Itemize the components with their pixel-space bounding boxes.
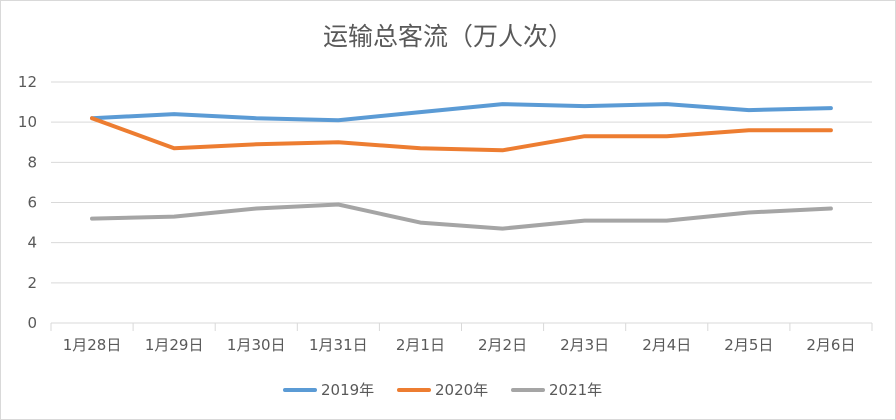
legend-label: 2021年 bbox=[549, 381, 602, 399]
x-tick-label: 1月30日 bbox=[227, 336, 286, 354]
y-tick-label: 10 bbox=[18, 113, 37, 131]
legend-label: 2019年 bbox=[321, 381, 374, 399]
legend: 2019年 2020年 2021年 bbox=[283, 381, 602, 399]
x-tick-label: 1月28日 bbox=[63, 336, 122, 354]
x-tick-label: 1月31日 bbox=[309, 336, 368, 354]
x-tick-label: 2月4日 bbox=[642, 336, 691, 354]
x-tick-label: 2月1日 bbox=[396, 336, 445, 354]
series-line-2 bbox=[90, 202, 833, 231]
y-tick-label: 6 bbox=[27, 194, 37, 212]
chart-title: 运输总客流（万人次） bbox=[323, 22, 573, 51]
y-tick-label: 8 bbox=[27, 153, 37, 171]
x-tick-label: 2月5日 bbox=[724, 336, 773, 354]
series-lines bbox=[90, 102, 833, 231]
x-axis-tick-labels: 1月28日 1月29日 1月30日 1月31日 2月1日 2月2日 2月3日 2月4日 2月5日… bbox=[63, 336, 856, 354]
y-tick-label: 4 bbox=[27, 234, 37, 252]
x-tick-label: 2月2日 bbox=[478, 336, 527, 354]
series-line-0 bbox=[90, 102, 833, 123]
legend-label: 2020年 bbox=[435, 381, 488, 399]
x-axis bbox=[50, 322, 873, 331]
y-tick-label: 0 bbox=[27, 314, 37, 332]
y-axis-tick-labels: 0 2 4 6 8 10 12 bbox=[18, 73, 37, 332]
gridlines bbox=[51, 81, 872, 284]
x-tick-label: 2月6日 bbox=[806, 336, 855, 354]
y-tick-label: 12 bbox=[18, 73, 37, 91]
series-line-1 bbox=[90, 116, 833, 153]
x-tick-label: 1月29日 bbox=[145, 336, 204, 354]
x-tick-label: 2月3日 bbox=[560, 336, 609, 354]
y-tick-label: 2 bbox=[27, 274, 37, 292]
